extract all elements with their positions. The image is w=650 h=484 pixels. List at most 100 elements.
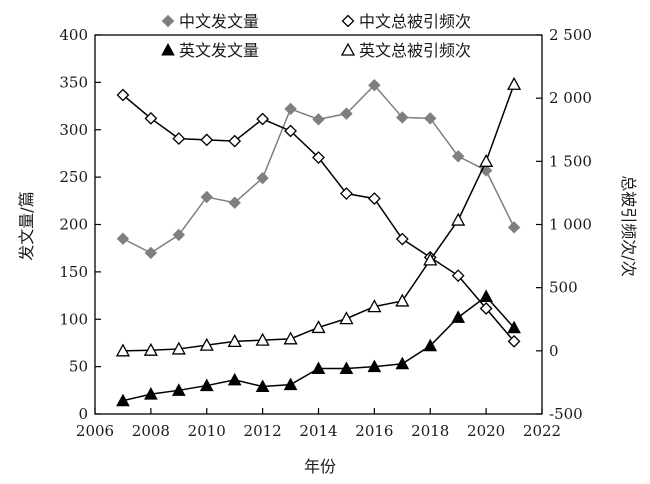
legend-marker	[161, 42, 175, 56]
legend-item: 英文总被引频次	[340, 41, 471, 60]
data-point	[200, 190, 213, 204]
legend-item: 中文发文量	[161, 12, 259, 31]
data-point	[479, 302, 493, 315]
y-axis-left: 0 50 100 150 200 250 300 350 400	[59, 26, 101, 423]
data-point	[284, 102, 297, 116]
y-right-tick-label: 1 500	[549, 152, 592, 170]
x-tick-label: 2006	[76, 422, 114, 440]
data-point	[339, 361, 354, 375]
data-point	[451, 150, 465, 163]
data-point	[172, 132, 186, 146]
data-point	[228, 134, 242, 148]
data-point	[199, 337, 214, 351]
legend-marker	[341, 14, 355, 28]
data-point	[144, 387, 158, 400]
x-tick-label: 2016	[355, 422, 393, 440]
data-point	[339, 311, 354, 325]
legend-item: 中文总被引频次	[341, 12, 471, 31]
data-point	[451, 310, 466, 323]
data-point	[227, 372, 242, 386]
series-2	[116, 88, 521, 348]
legend-marker	[161, 14, 175, 28]
series-4	[115, 76, 522, 357]
data-point	[115, 343, 131, 357]
y-left-tick-label: 400	[59, 26, 88, 44]
data-point	[255, 332, 270, 346]
y-left-tick-label: 200	[59, 216, 88, 234]
data-point	[424, 112, 437, 125]
x-tick-label: 2020	[467, 422, 505, 440]
y-axis-right: -500 0 500 1 000 1 500 2 000 2 500	[536, 26, 592, 423]
data-point	[395, 232, 409, 246]
data-point	[507, 334, 521, 348]
x-axis: 2006 2008 2010 2012 2014 2016 2018 2020 2022	[76, 408, 561, 440]
x-axis-title: 年份	[304, 457, 336, 476]
data-point	[368, 79, 381, 92]
x-tick-label: 2008	[132, 422, 170, 440]
data-point	[423, 338, 438, 352]
y-axis-left-title: 发文量/篇	[17, 191, 36, 260]
data-point	[507, 221, 521, 234]
data-point	[116, 88, 130, 102]
data-point	[255, 379, 270, 393]
legend-marker	[340, 42, 356, 56]
data-point	[116, 393, 130, 407]
data-point	[283, 377, 298, 391]
data-point	[283, 331, 298, 345]
data-point	[340, 107, 353, 120]
data-point	[172, 228, 186, 242]
y-right-tick-label: -500	[549, 405, 583, 423]
series-1	[116, 79, 521, 260]
data-point	[311, 320, 326, 334]
data-point	[367, 299, 382, 313]
legend-label: 英文发文量	[179, 41, 259, 60]
plot-area	[94, 34, 543, 415]
legend-label: 中文发文量	[179, 12, 259, 31]
data-point	[227, 334, 242, 348]
data-point	[256, 112, 270, 126]
data-point	[171, 341, 186, 355]
data-point	[367, 192, 381, 206]
data-point	[395, 293, 410, 307]
data-point	[367, 359, 382, 373]
data-point	[171, 383, 186, 396]
data-point	[144, 246, 158, 260]
legend-item: 英文发文量	[161, 41, 259, 60]
data-point	[200, 133, 214, 147]
data-point	[506, 76, 522, 90]
data-point	[507, 320, 521, 334]
data-point	[143, 342, 158, 356]
legend-label: 英文总被引频次	[359, 41, 471, 60]
data-point	[284, 124, 297, 138]
series-line	[122, 84, 515, 254]
x-tick-label: 2022	[523, 422, 561, 440]
series-layer	[115, 76, 522, 407]
data-point	[451, 269, 465, 283]
data-point	[256, 171, 269, 185]
y-left-tick-label: 0	[78, 405, 88, 423]
y-right-tick-label: 2 000	[549, 89, 592, 107]
y-left-tick-label: 100	[59, 310, 88, 328]
plot-border	[94, 34, 543, 415]
x-tick-label: 2014	[299, 422, 337, 440]
y-left-tick-label: 50	[69, 358, 88, 376]
data-point	[199, 378, 214, 392]
y-left-tick-label: 300	[59, 121, 88, 139]
y-axis-right-title: 总被引频次/次	[619, 175, 638, 276]
series-3	[116, 289, 521, 407]
y-right-tick-label: 2 500	[549, 26, 592, 44]
data-point	[479, 289, 493, 303]
data-point	[312, 113, 325, 126]
data-point	[228, 196, 241, 209]
x-tick-label: 2010	[188, 422, 226, 440]
y-right-tick-label: 1 000	[549, 216, 592, 234]
x-tick-label: 2018	[411, 422, 449, 440]
legend-label: 中文总被引频次	[359, 12, 471, 31]
y-right-tick-label: 0	[549, 342, 559, 360]
data-point	[395, 356, 410, 370]
y-right-tick-label: 500	[549, 279, 578, 297]
data-point	[312, 151, 325, 164]
y-left-tick-label: 350	[59, 73, 88, 91]
